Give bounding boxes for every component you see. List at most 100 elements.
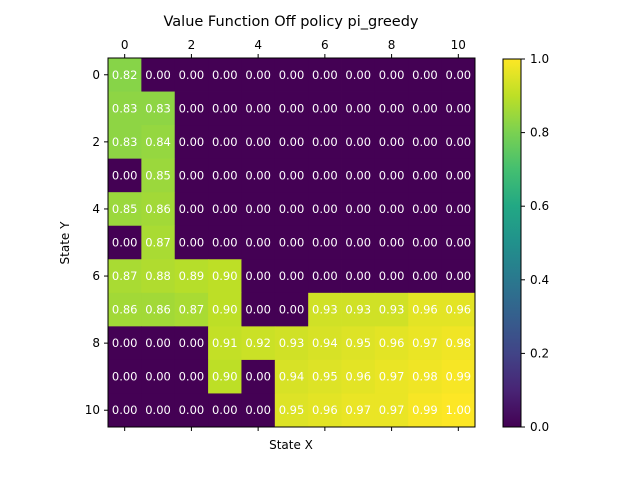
cell-value-label: 1.00 (446, 403, 472, 417)
cell-value-label: 0.00 (245, 101, 271, 115)
cell-value-label: 0.86 (112, 303, 138, 317)
cell-value-label: 0.00 (245, 370, 271, 384)
cell-value-label: 0.00 (179, 135, 205, 149)
cell-value-label: 0.97 (345, 403, 371, 417)
chart-title: Value Function Off policy pi_greedy (164, 14, 419, 30)
heatmap-cell (441, 91, 476, 126)
heatmap-cell (141, 225, 176, 260)
heatmap-cell (108, 292, 142, 327)
colorbar: 0.0 0.2 0.4 0.6 0.8 1.0 (502, 52, 549, 434)
heatmap-cell (274, 225, 309, 260)
heatmap-cell (241, 259, 276, 294)
cell-value-label: 0.00 (446, 269, 472, 283)
cell-value-label: 0.84 (145, 135, 171, 149)
heatmap-cell (308, 292, 342, 327)
heatmap-cell (141, 192, 176, 227)
cell-value-label: 0.00 (245, 135, 271, 149)
heatmap-cell (208, 91, 242, 126)
heatmap-cell (308, 393, 342, 428)
heatmap-cell (141, 91, 176, 126)
heatmap-cell (141, 393, 176, 428)
heatmap-cell (441, 259, 476, 294)
heatmap-cell (108, 259, 142, 294)
cell-value-label: 0.00 (179, 68, 205, 82)
heatmap-cell (441, 225, 476, 260)
heatmap-cell (374, 158, 409, 193)
heatmap-cell (208, 125, 242, 160)
y-axis-label: State Y (58, 221, 72, 265)
heatmap-cell (108, 158, 142, 193)
heatmap-cell (408, 359, 443, 394)
heatmap-cells (108, 58, 476, 428)
heatmap-cell (408, 326, 443, 361)
cell-value-label: 0.97 (379, 403, 405, 417)
cell-value-label: 0.83 (112, 135, 138, 149)
y-tick-label: 2 (92, 135, 100, 149)
heatmap-cell (174, 359, 209, 394)
heatmap-cell (174, 91, 209, 126)
heatmap-cell (408, 125, 443, 160)
cell-value-label: 0.00 (379, 101, 405, 115)
cell-value-label: 0.97 (379, 370, 405, 384)
x-axis-label: State X (269, 438, 313, 452)
cell-value-label: 0.00 (412, 135, 438, 149)
heatmap-cell (208, 158, 242, 193)
cell-value-label: 0.95 (345, 336, 371, 350)
heatmap-cell (408, 292, 443, 327)
colorbar-tick-label: 0.0 (530, 420, 549, 434)
cell-value-label: 0.00 (345, 101, 371, 115)
heatmap-cell (308, 326, 342, 361)
heatmap-cell (274, 359, 309, 394)
cell-value-label: 0.00 (112, 370, 138, 384)
cell-value-label: 0.00 (345, 236, 371, 250)
cell-value-label: 0.85 (112, 202, 138, 216)
heatmap-cell (341, 192, 376, 227)
heatmap-cell (141, 58, 176, 92)
cell-value-label: 0.00 (179, 370, 205, 384)
cell-value-label: 0.00 (312, 101, 338, 115)
cell-value-label: 0.95 (279, 403, 305, 417)
cell-value-label: 0.93 (379, 303, 405, 317)
heatmap-cell (174, 158, 209, 193)
colorbar-tick-label: 0.6 (530, 199, 549, 213)
cell-value-label: 0.00 (379, 236, 405, 250)
cell-value-labels: 0.82 0.00 0.00 0.00 0.00 0.00 0.00 0.00 0.00 0.00… (112, 68, 471, 417)
x-tick-label: 2 (188, 38, 196, 52)
cell-value-label: 0.86 (145, 202, 171, 216)
heatmap-cell (141, 259, 176, 294)
cell-value-label: 0.94 (279, 370, 305, 384)
cell-value-label: 0.00 (279, 135, 305, 149)
cell-value-label: 0.00 (279, 269, 305, 283)
cell-value-label: 0.00 (212, 135, 238, 149)
cell-value-label: 0.00 (446, 202, 472, 216)
cell-value-label: 0.00 (412, 68, 438, 82)
heatmap-cell (274, 192, 309, 227)
cell-value-label: 0.00 (312, 269, 338, 283)
heatmap-cell (241, 58, 276, 92)
heatmap-cell (208, 58, 242, 92)
cell-value-label: 0.90 (212, 269, 238, 283)
cell-value-label: 0.97 (412, 336, 438, 350)
cell-value-label: 0.00 (245, 236, 271, 250)
cell-value-label: 0.83 (112, 101, 138, 115)
cell-value-label: 0.00 (145, 370, 171, 384)
heatmap-cell (441, 393, 476, 428)
heatmap-cell (141, 326, 176, 361)
cell-value-label: 0.00 (379, 168, 405, 182)
heatmap-cell (208, 326, 242, 361)
cell-value-label: 0.00 (245, 202, 271, 216)
cell-value-label: 0.99 (446, 370, 472, 384)
cell-value-label: 0.00 (212, 168, 238, 182)
heatmap-cell (174, 125, 209, 160)
heatmap-cell (174, 192, 209, 227)
cell-value-label: 0.93 (312, 303, 338, 317)
heatmap-cell (441, 158, 476, 193)
cell-value-label: 0.00 (145, 403, 171, 417)
heatmap-cell (208, 259, 242, 294)
heatmap-cell (174, 225, 209, 260)
cell-value-label: 0.00 (379, 269, 405, 283)
cell-value-label: 0.00 (345, 202, 371, 216)
cell-value-label: 0.92 (245, 336, 271, 350)
heatmap-cell (208, 393, 242, 428)
cell-value-label: 0.93 (279, 336, 305, 350)
